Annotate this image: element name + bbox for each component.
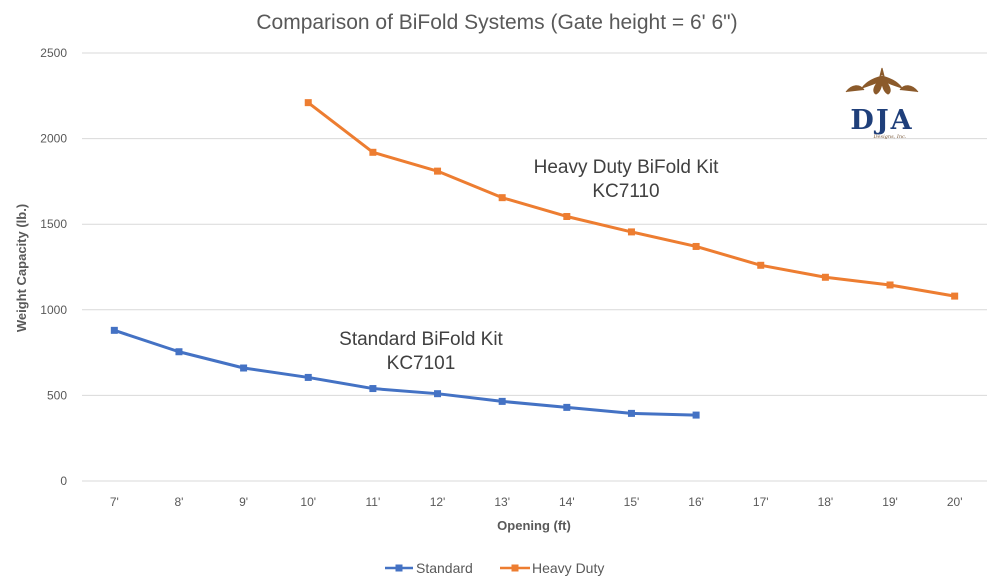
y-axis-ticks: 0 500 1000 1500 2000 2500 (40, 46, 67, 488)
data-point-standard (304, 373, 312, 381)
data-point-standard (692, 411, 700, 419)
x-tick-label: 12' (430, 495, 446, 509)
x-axis-ticks: 7' 8' 9' 10' 11' 12' 13' 14' 15' 16' 17' 18' 19' 20' (110, 495, 963, 509)
x-tick-label: 8' (174, 495, 183, 509)
annotation-heavy-duty: Heavy Duty BiFold Kit KC7110 (534, 157, 720, 202)
x-axis-label: Opening (ft) (497, 518, 571, 533)
annotation-heavy-duty-line1: Heavy Duty BiFold Kit (534, 157, 720, 178)
data-point-standard (369, 385, 377, 393)
x-tick-label: 14' (559, 495, 575, 509)
data-point-heavy-duty (951, 292, 959, 300)
data-point-standard (498, 397, 506, 405)
annotation-standard-line2: KC7101 (387, 353, 456, 374)
x-tick-label: 15' (624, 495, 640, 509)
y-tick-label: 1000 (40, 303, 67, 317)
data-point-standard (240, 364, 248, 372)
x-tick-label: 13' (494, 495, 510, 509)
chart-title: Comparison of BiFold Systems (Gate heigh… (256, 11, 737, 34)
annotation-standard-line1: Standard BiFold Kit (339, 329, 503, 350)
y-tick-label: 500 (47, 388, 67, 402)
x-tick-label: 10' (300, 495, 316, 509)
legend-label-standard: Standard (416, 560, 473, 576)
data-point-heavy-duty (692, 242, 700, 250)
data-point-standard (434, 390, 442, 398)
x-tick-label: 19' (882, 495, 898, 509)
series-layer (110, 99, 959, 419)
data-point-standard (563, 403, 571, 411)
series-line-standard (113, 328, 697, 417)
y-tick-label: 0 (60, 474, 67, 488)
legend-marker-standard (395, 564, 403, 572)
x-tick-label: 18' (818, 495, 834, 509)
data-point-heavy-duty (821, 273, 829, 281)
gridlines (82, 52, 987, 482)
data-point-heavy-duty (498, 194, 506, 202)
annotation-heavy-duty-line2: KC7110 (592, 181, 659, 202)
x-tick-label: 20' (947, 495, 963, 509)
dja-logo: DJA Designs, Inc. (845, 67, 919, 140)
data-point-heavy-duty (757, 261, 765, 269)
data-point-standard (175, 348, 183, 356)
x-tick-label: 7' (110, 495, 119, 509)
data-point-heavy-duty (304, 99, 312, 107)
legend-marker-heavy-duty (511, 564, 519, 572)
data-point-heavy-duty (627, 228, 635, 236)
data-point-heavy-duty (563, 212, 571, 220)
data-point-standard (627, 409, 635, 417)
annotation-standard: Standard BiFold Kit KC7101 (339, 329, 503, 374)
data-point-heavy-duty (434, 167, 442, 175)
x-tick-label: 11' (366, 495, 381, 509)
y-tick-label: 1500 (40, 217, 67, 231)
legend: Standard Heavy Duty (385, 560, 604, 576)
data-point-heavy-duty (886, 281, 894, 289)
y-tick-label: 2500 (40, 46, 67, 60)
x-tick-label: 16' (688, 495, 704, 509)
x-tick-label: 9' (239, 495, 248, 509)
y-axis-label: Weight Capacity (lb.) (14, 204, 29, 332)
data-point-standard (110, 326, 118, 334)
data-point-heavy-duty (369, 148, 377, 156)
x-tick-label: 17' (753, 495, 769, 509)
y-tick-label: 2000 (40, 132, 67, 146)
logo-text: DJA (850, 105, 913, 136)
legend-label-heavy-duty: Heavy Duty (532, 560, 604, 576)
logo-subtext: Designs, Inc. (873, 134, 907, 140)
logo-flourish-icon (845, 67, 919, 95)
